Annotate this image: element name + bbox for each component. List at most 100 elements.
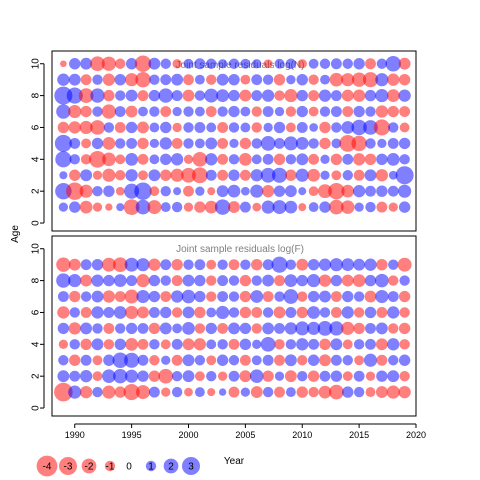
bubble-age-3-year-1990 <box>69 169 81 181</box>
bubble-age-5-year-2010 <box>295 321 310 336</box>
bubble-age-7-year-2018 <box>387 105 399 118</box>
bubble-age-2-year-2006 <box>249 369 264 383</box>
bubble-age-7-year-2003 <box>217 106 228 117</box>
bubble-age-5-year-2014 <box>341 321 355 335</box>
bubble-age-7-year-2015 <box>353 105 365 118</box>
bubble-age-2-year-2016 <box>365 371 376 381</box>
bubble-age-3-year-2002 <box>205 169 217 181</box>
bubble-age-5-year-1992 <box>91 137 104 150</box>
bubble-age-2-year-2009 <box>284 185 297 198</box>
bubble-age-3-year-1990 <box>69 354 81 366</box>
bubble-age-9-year-2019 <box>397 257 412 272</box>
x-tick-label: 2005 <box>235 430 255 440</box>
bubble-age-7-year-1995 <box>124 289 139 304</box>
bubble-age-3-year-2016 <box>363 353 378 367</box>
bubble-age-4-year-2004 <box>228 338 240 350</box>
bubble-age-3-year-2003 <box>217 169 229 181</box>
bubble-age-2-year-2017 <box>376 185 388 197</box>
bubble-age-4-year-2010 <box>296 153 309 166</box>
bubble-age-4-year-1996 <box>137 338 149 350</box>
bubble-age-4-year-2000 <box>183 154 194 164</box>
bubble-age-9-year-1993 <box>102 73 116 86</box>
x-axis-label: Year <box>224 456 245 467</box>
bubble-age-9-year-1990 <box>68 73 81 86</box>
bubble-age-6-year-2005 <box>240 122 251 133</box>
bubble-age-8-year-2011 <box>308 90 320 102</box>
bubble-age-5-year-1998 <box>159 322 172 335</box>
bubble-age-10-year-2009 <box>285 58 297 69</box>
bubble-age-9-year-1999 <box>171 258 183 271</box>
bubble-age-6-year-1989 <box>57 121 70 134</box>
bubble-age-6-year-1999 <box>171 307 183 318</box>
bubble-age-6-year-2005 <box>239 306 252 319</box>
bubble-age-7-year-2001 <box>194 290 206 303</box>
bubble-age-10-year-2000 <box>183 58 194 69</box>
bubble-age-5-year-1993 <box>102 137 116 150</box>
y-tick-label: 0 <box>31 220 42 226</box>
x-axis: 1990 1995 2000 2005 2010 2015 2020 <box>65 423 426 440</box>
bubble-age-1-year-2012 <box>319 201 331 213</box>
bubble-age-5-year-2016 <box>365 322 376 334</box>
y-tick-label: 2 <box>31 373 42 379</box>
bubble-age-5-year-2011 <box>308 138 319 149</box>
bubble-age-4-year-1990 <box>69 154 80 165</box>
bubble-age-3-year-1998 <box>160 169 172 181</box>
bubble-age-6-year-1994 <box>113 306 127 319</box>
bubble-age-9-year-2017 <box>375 73 389 87</box>
legend-bubble-neg2 <box>81 458 97 474</box>
bubble-age-4-year-2008 <box>274 339 285 350</box>
y-tick-label: 4 <box>31 341 42 347</box>
bubble-age-9-year-2009 <box>285 259 297 270</box>
bubble-age-1-year-1994 <box>116 203 125 212</box>
bubble-age-7-year-2011 <box>308 106 319 117</box>
bubble-age-2-year-2000 <box>183 185 194 197</box>
bubble-age-10-year-2001 <box>194 58 206 70</box>
bubble-age-2-year-2013 <box>328 182 345 200</box>
bubble-age-6-year-2017 <box>373 119 390 136</box>
bubble-age-10-year-1991 <box>80 57 93 70</box>
bubble-age-7-year-2003 <box>217 291 229 302</box>
bubble-age-6-year-2017 <box>376 307 388 318</box>
bubble-age-7-year-2004 <box>228 291 240 302</box>
panel-log-n-title: Joint sample residuals log(N) <box>176 60 305 71</box>
bubble-age-5-year-2002 <box>205 322 217 335</box>
bubble-age-10-year-2011 <box>308 58 319 69</box>
bubble-age-2-year-2019 <box>399 370 410 382</box>
bubble-age-6-year-1993 <box>103 307 115 318</box>
bubble-age-5-year-2015 <box>351 135 367 152</box>
bubble-age-2-year-2012 <box>319 370 331 382</box>
bubble-age-3-year-2001 <box>191 167 208 184</box>
bubble-age-3-year-1993 <box>102 168 116 182</box>
bubble-age-6-year-2015 <box>351 119 367 136</box>
bubble-age-1-year-2008 <box>274 386 285 398</box>
bubble-age-8-year-1990 <box>66 87 83 104</box>
bubble-age-1-year-1989 <box>58 202 69 212</box>
bubble-age-2-year-1997 <box>148 370 161 382</box>
bubble-age-2-year-2008 <box>273 185 286 197</box>
bubble-age-6-year-1993 <box>103 122 115 133</box>
bubble-age-1-year-1996 <box>135 199 151 215</box>
bubble-age-10-year-1994 <box>115 58 126 69</box>
bubble-age-6-year-1998 <box>160 121 172 134</box>
bubble-age-5-year-1999 <box>171 137 183 149</box>
x-tick-label: 2000 <box>178 430 198 440</box>
bubble-age-3-year-2005 <box>239 169 251 181</box>
bubble-age-9-year-2018 <box>387 73 400 86</box>
bubble-age-2-year-2002 <box>206 370 217 382</box>
bubble-age-3-year-2007 <box>260 167 276 183</box>
bubble-age-6-year-2000 <box>182 306 195 319</box>
bubble-age-7-year-2001 <box>194 106 205 117</box>
bubble-age-5-year-1994 <box>115 138 126 149</box>
bubble-age-10-year-2003 <box>217 59 228 69</box>
bubble-age-9-year-1999 <box>171 73 184 86</box>
bubble-age-3-year-1989 <box>58 355 69 366</box>
bubble-age-5-year-2004 <box>229 138 239 149</box>
bubble-age-3-year-1992 <box>92 355 103 366</box>
bubble-age-9-year-1989 <box>57 73 70 86</box>
bubble-age-5-year-1989 <box>54 134 72 152</box>
bubble-age-2-year-2011 <box>308 186 319 197</box>
bubble-age-2-year-2004 <box>227 184 241 198</box>
bubble-age-8-year-2017 <box>375 89 389 103</box>
bubble-age-6-year-2002 <box>206 122 217 133</box>
bubble-age-9-year-1995 <box>124 257 139 272</box>
